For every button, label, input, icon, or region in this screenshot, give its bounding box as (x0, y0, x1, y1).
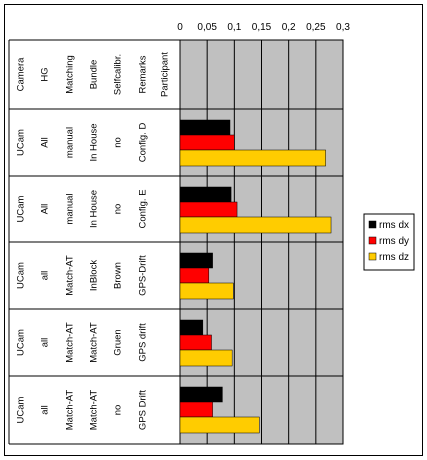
bar-rms-dx (179, 386, 223, 403)
header-label: Selfcalibr. (112, 54, 123, 95)
category-label: GPS-Drift (137, 255, 148, 296)
category-label: all (39, 405, 50, 415)
bar-rms-dx (179, 186, 232, 203)
category-label: Gruen (112, 329, 123, 355)
category-label: no (112, 204, 123, 215)
bar-rms-dx (179, 319, 204, 336)
header-label: Camera (15, 57, 26, 92)
category-label: Match-AT (64, 322, 75, 363)
x-tick-label: 0,1 (227, 22, 241, 33)
x-tick-label: 0,3 (336, 22, 350, 33)
legend-label: rms dy (379, 236, 409, 247)
legend: rms dx rms dy rms dz (363, 213, 415, 271)
category-label: GPS Drift (137, 390, 148, 430)
legend-label: rms dx (379, 220, 409, 231)
bar-rms-dy (179, 201, 238, 218)
category-label: Match-AT (64, 255, 75, 296)
legend-swatch (368, 220, 377, 229)
category-label: no (112, 405, 123, 416)
category-label: no (112, 137, 123, 148)
category-label: All (39, 137, 50, 148)
category-label: UCam (15, 396, 26, 423)
category-label: Match-AT (88, 322, 99, 363)
x-tick-label: 0 (177, 22, 183, 33)
bar-rms-dy (179, 334, 212, 351)
category-table: Camera HG Matching Bundle Selfcalibr. Remarks… (15, 52, 170, 431)
bar-rms-dy (179, 134, 235, 151)
x-axis-tick-labels: 0 0,05 0,1 0,15 0,2 0,25 0,3 (177, 22, 350, 33)
bar-rms-dz (179, 282, 234, 300)
bar-rms-dx (179, 119, 231, 136)
bar-rms-dy (179, 401, 213, 418)
category-label: Match-AT (88, 390, 99, 431)
category-label: Match-AT (64, 390, 75, 431)
bar-rms-dz (179, 349, 233, 367)
category-label: Config. E (137, 189, 148, 228)
category-label: all (39, 338, 50, 348)
category-label: All (39, 204, 50, 215)
category-label: GPS drift (137, 323, 148, 362)
category-label: In House (88, 190, 99, 228)
bar-marks (179, 119, 332, 434)
legend-swatch (368, 252, 377, 261)
category-label: UCam (15, 129, 26, 156)
bar-rms-dz (179, 416, 260, 434)
header-label: HG (39, 67, 50, 81)
category-label: In House (88, 123, 99, 161)
header-label: Remarks (137, 55, 148, 93)
category-label: Brown (112, 262, 123, 289)
legend-swatch (368, 236, 377, 245)
bar-rms-dx (179, 252, 213, 269)
x-tick-label: 0,05 (197, 22, 217, 33)
category-label: manual (64, 127, 75, 158)
category-label: UCam (15, 329, 26, 356)
bar-rms-dy (179, 267, 210, 284)
legend-label: rms dz (379, 252, 409, 263)
bar-rms-dz (179, 149, 326, 167)
x-tick-label: 0,2 (282, 22, 296, 33)
category-label: InBlock (88, 260, 99, 291)
bar-rms-dz (179, 216, 332, 234)
chart-outer-border (4, 4, 423, 456)
header-label: Matching (64, 55, 75, 94)
category-label: all (39, 271, 50, 281)
category-label: manual (64, 193, 75, 224)
row-separators (8, 39, 343, 445)
x-tick-label: 0,25 (306, 22, 326, 33)
category-label: UCam (15, 262, 26, 289)
x-tick-label: 0,15 (252, 22, 272, 33)
header-label: Bundle (88, 60, 99, 90)
header-label: Participant (159, 52, 170, 97)
category-label: UCam (15, 195, 26, 222)
category-label: Config. D (137, 123, 148, 163)
